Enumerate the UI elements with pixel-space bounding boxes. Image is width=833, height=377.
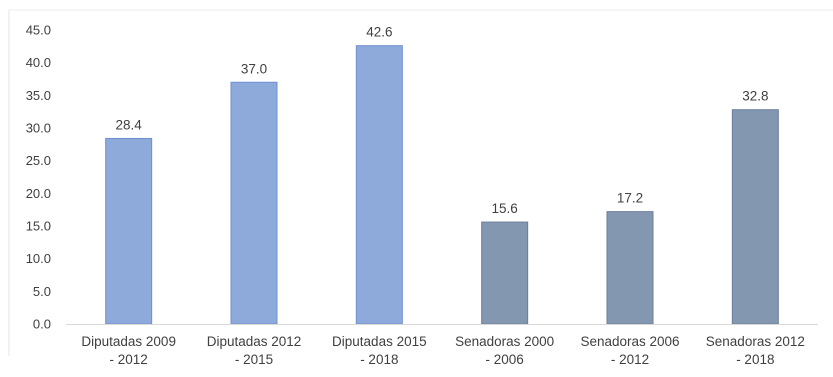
y-tick-label: 10.0 [26, 251, 51, 266]
y-tick-label: 25.0 [26, 153, 51, 168]
bar-value-label: 28.4 [116, 117, 143, 132]
y-tick-label: 40.0 [26, 55, 51, 70]
bar [105, 137, 153, 325]
y-tick-label: 20.0 [26, 186, 51, 201]
data-labels: 28.4 37.0 42.6 15.6 17.2 32.8 [116, 25, 769, 216]
bar [481, 221, 529, 325]
bars [105, 45, 779, 325]
y-tick-label: 15.0 [26, 219, 51, 234]
y-tick-label: 0.0 [33, 317, 51, 332]
y-tick-label: 35.0 [26, 88, 51, 103]
y-tick-label: 5.0 [33, 284, 51, 299]
bar-value-label: 15.6 [492, 201, 518, 216]
bar-value-label: 17.2 [617, 191, 643, 206]
category-label: Senadoras 2006- 2012 [580, 334, 679, 367]
bar [731, 109, 779, 325]
category-label: Diputadas 2012- 2015 [207, 334, 302, 367]
y-tick-label: 30.0 [26, 121, 51, 136]
category-label: Senadoras 2012- 2018 [706, 334, 805, 367]
category-label: Diputadas 2009- 2012 [81, 334, 176, 367]
bar-value-label: 42.6 [366, 25, 392, 40]
category-label: Senadoras 2000- 2006 [455, 334, 554, 367]
category-labels: Diputadas 2009- 2012 Diputadas 2012- 2015… [81, 334, 805, 367]
bar [230, 81, 278, 325]
bar [355, 45, 403, 325]
y-tick-label: 45.0 [26, 23, 51, 38]
category-label: Diputadas 2015- 2018 [332, 334, 427, 367]
bar [606, 211, 654, 325]
y-axis-tick-labels: 0.0 5.0 10.0 15.0 20.0 25.0 30.0 35.0 40.0 45.0 [26, 23, 51, 332]
bar-value-label: 32.8 [742, 89, 768, 104]
bar-value-label: 37.0 [241, 61, 267, 76]
